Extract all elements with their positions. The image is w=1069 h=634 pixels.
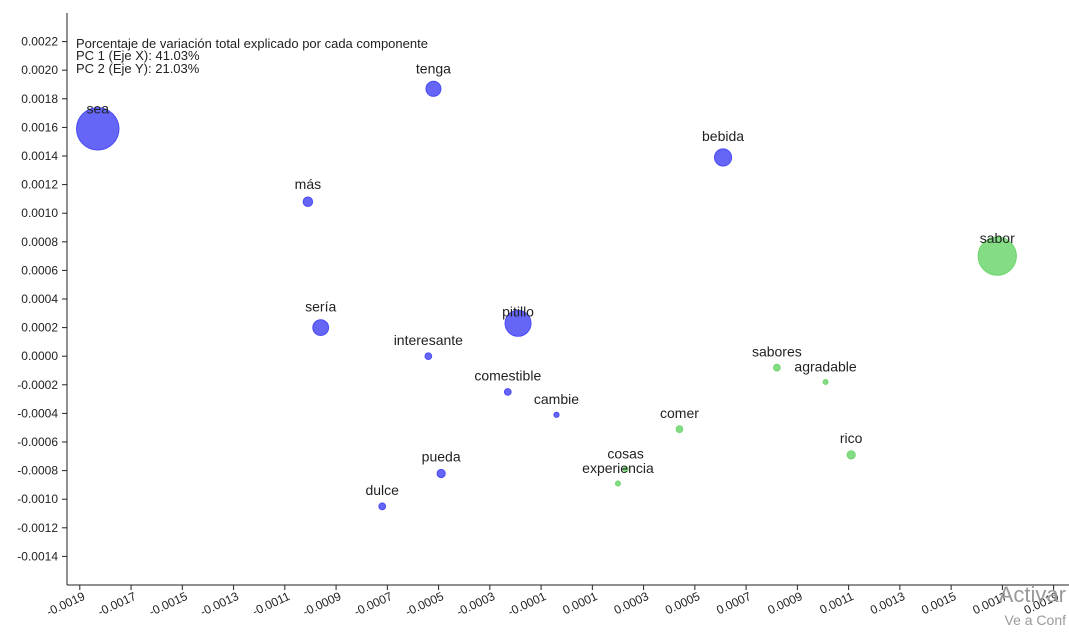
data-point-comer[interactable] [675,425,684,433]
point-label-rico: rico [840,430,863,446]
data-point-pueda[interactable] [436,468,446,479]
axes: 0.0022 0.0020 0.0018 0.0016 0.0014 0.0012 0.00… [17,13,1069,619]
y-tick-label: 0.0000 [21,349,58,363]
x-tick-label: -0.0007 [352,589,395,619]
x-tick-label: -0.0019 [44,589,87,619]
y-tick-label: 0.0012 [21,178,58,192]
y-tick-label: -0.0012 [17,521,58,535]
y-tick-label: 0.0010 [21,206,58,220]
y-tick-label: 0.0020 [21,63,58,77]
point-label-bebida: bebida [702,128,744,144]
data-point-interesante[interactable] [424,352,433,361]
x-tick-label: -0.0003 [454,589,497,619]
y-tick-label: 0.0008 [21,235,58,249]
point-label-tenga: tenga [416,60,451,76]
data-point-dulce[interactable] [378,502,387,511]
annotation-pc1: PC 1 (Eje X): 41.03% [76,48,200,63]
x-tick-label: -0.0011 [250,589,292,619]
y-tick-label: 0.0022 [21,35,58,49]
y-ticks: 0.0022 0.0020 0.0018 0.0016 0.0014 0.0012 0.00… [17,35,67,563]
watermark-line1: Activar [999,582,1066,607]
data-point-pitillo[interactable] [504,309,532,337]
x-tick-label: -0.0013 [198,589,241,619]
point-label-cambie: cambie [534,391,579,407]
annotation-pc2: PC 2 (Eje Y): 21.03% [76,61,200,76]
y-tick-label: -0.0010 [17,492,58,506]
y-tick-label: -0.0014 [17,549,58,563]
point-label-agradable: agradable [794,358,856,374]
y-tick-label: -0.0004 [17,406,58,420]
y-tick-label: 0.0016 [21,120,58,134]
y-tick-label: 0.0004 [21,292,58,306]
x-tick-label: -0.0001 [506,589,549,619]
x-tick-label: -0.0017 [96,589,139,619]
point-label-comer: comer [660,405,699,421]
watermark-line2: Ve a Conf [1005,612,1067,628]
point-label-dulce: dulce [365,482,399,498]
data-point-sea[interactable] [76,107,120,151]
variance-annotation: Porcentaje de variación total explicado … [76,36,428,76]
point-label-interesante: interesante [394,332,463,348]
point-label-cosas: cosas [607,446,644,462]
x-tick-label: 0.0005 [663,589,702,617]
x-tick-label: 0.0013 [868,589,907,617]
data-point-cambie[interactable] [553,411,560,418]
x-tick-label: -0.0005 [403,589,446,619]
point-label-pueda: pueda [422,448,461,464]
data-point-agradable[interactable] [822,378,829,385]
point-label-sabor: sabor [980,230,1015,246]
x-tick-label: 0.0011 [818,589,857,617]
x-tick-label: -0.0015 [147,589,190,619]
point-label-experiencia: experiencia [582,460,654,476]
data-point-tenga[interactable] [425,80,442,97]
y-tick-label: -0.0008 [17,464,58,478]
point-label-comestible: comestible [474,368,541,384]
y-tick-label: 0.0002 [21,321,58,335]
annotation-title: Porcentaje de variación total explicado … [76,36,428,51]
x-tick-label: 0.0003 [612,589,651,617]
data-point-experiencia[interactable] [614,480,621,487]
point-label-pitillo: pitillo [502,303,534,319]
x-tick-label: 0.0001 [560,589,599,617]
x-tick-label: 0.0009 [765,589,804,617]
point-label-sería: sería [305,299,336,315]
data-point-comestible[interactable] [503,388,512,396]
point-label-sabores: sabores [752,343,802,359]
data-point-sería[interactable] [312,319,330,336]
point-label-sea: sea [86,101,109,117]
point-label-más: más [295,176,321,192]
x-tick-label: -0.0009 [301,589,344,619]
y-tick-label: 0.0006 [21,263,58,277]
data-point-rico[interactable] [846,450,856,460]
y-tick-label: -0.0002 [17,378,58,392]
data-point-sabor[interactable] [977,236,1017,276]
x-ticks: -0.0019 -0.0017 -0.0015 -0.0013 -0.0011 -0.00… [44,585,1061,619]
data-point-bebida[interactable] [713,148,733,167]
activation-watermark: Activar Ve a Conf [999,582,1066,628]
y-tick-label: 0.0014 [21,149,58,163]
data-point-cosas[interactable] [622,466,629,473]
point-labels: sea sabor pitillo bebida sería tenga más pueda r… [86,60,1015,498]
y-tick-label: 0.0018 [21,92,58,106]
data-points [76,80,1017,511]
y-tick-label: -0.0006 [17,435,58,449]
x-tick-label: 0.0007 [714,589,753,617]
data-point-más[interactable] [302,196,314,208]
x-tick-label: 0.0015 [919,589,958,617]
data-point-sabores[interactable] [773,363,781,372]
